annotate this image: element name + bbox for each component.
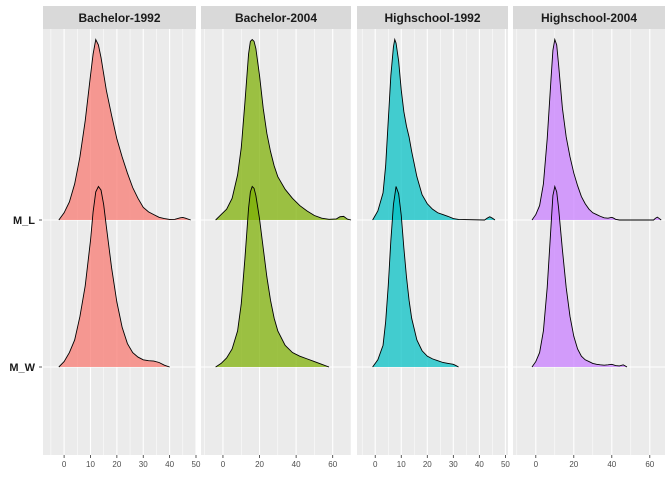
facet-strip — [201, 6, 351, 29]
x-tick-label: 40 — [165, 460, 174, 469]
x-tick-label: 40 — [475, 460, 484, 469]
y-axis: M_W M_L — [9, 215, 42, 374]
ridge-fill-m-l — [58, 39, 191, 220]
panel-background — [43, 29, 196, 455]
facet-strip-label: Bachelor-1992 — [78, 11, 160, 25]
x-tick-label: 0 — [62, 460, 67, 469]
ridge-fill-m-w — [372, 186, 459, 367]
x-tick-label: 40 — [292, 460, 301, 469]
facet-bachelor-2004: Bachelor-2004 0 20 40 60 — [201, 6, 352, 469]
facet-bachelor-1992: Bachelor-1992 0 10 20 30 40 50 — [43, 6, 201, 469]
ridge-outline-m-w — [531, 184, 628, 368]
panel-background — [201, 29, 351, 455]
facet-strip-label: Highschool-1992 — [384, 11, 480, 25]
ridge-outline-m-l — [531, 37, 662, 221]
ridge-fill-m-l — [215, 39, 351, 220]
y-tick-label: M_L — [13, 215, 35, 227]
x-tick-label: 50 — [192, 460, 201, 469]
facet-highschool-2004: Highschool-2004 0 20 40 60 — [513, 6, 665, 469]
x-tick-label: 20 — [569, 460, 578, 469]
facet-strip-label: Highschool-2004 — [541, 11, 637, 25]
x-tick-label: 20 — [423, 460, 432, 469]
y-tick-label: M_W — [9, 362, 35, 374]
facet-strip — [357, 6, 508, 29]
ridge-fill-m-l — [532, 39, 662, 220]
ridge-fill-m-w — [532, 186, 627, 367]
facet-highschool-1992: Highschool-1992 0 10 20 30 40 50 — [357, 6, 510, 469]
ridge-outline-m-w — [58, 185, 170, 368]
panel-background — [357, 29, 508, 455]
panel-background — [513, 29, 665, 455]
ridge-outline-m-l — [215, 38, 352, 221]
x-tick-label: 60 — [645, 460, 654, 469]
ridge-outline-m-l — [58, 38, 191, 221]
x-tick-label: 40 — [607, 460, 616, 469]
x-tick-label: 20 — [112, 460, 121, 469]
ridge-fill-m-w — [58, 186, 170, 367]
x-tick-label: 0 — [221, 460, 226, 469]
x-tick-label: 10 — [86, 460, 95, 469]
ridge-outline-m-w — [215, 185, 330, 368]
ridge-fill-m-w — [215, 186, 330, 367]
facet-strip — [43, 6, 196, 29]
ridge-fill-m-l — [372, 39, 495, 220]
facet-strip-label: Bachelor-2004 — [235, 11, 317, 25]
x-tick-label: 0 — [534, 460, 539, 469]
x-tick-label: 60 — [328, 460, 337, 469]
x-tick-label: 30 — [139, 460, 148, 469]
facet-strip — [513, 6, 665, 29]
x-tick-label: 50 — [501, 460, 510, 469]
x-tick-label: 20 — [255, 460, 264, 469]
x-tick-label: 10 — [397, 460, 406, 469]
gridlines — [513, 29, 665, 455]
ridge-outline-m-l — [372, 37, 496, 221]
x-tick-label: 30 — [449, 460, 458, 469]
facets: Bachelor-1992 0 10 20 30 40 50 Bachelor-2004 0 20… — [43, 6, 665, 469]
x-tick-label: 0 — [373, 460, 378, 469]
ridge-outline-m-w — [372, 186, 459, 368]
